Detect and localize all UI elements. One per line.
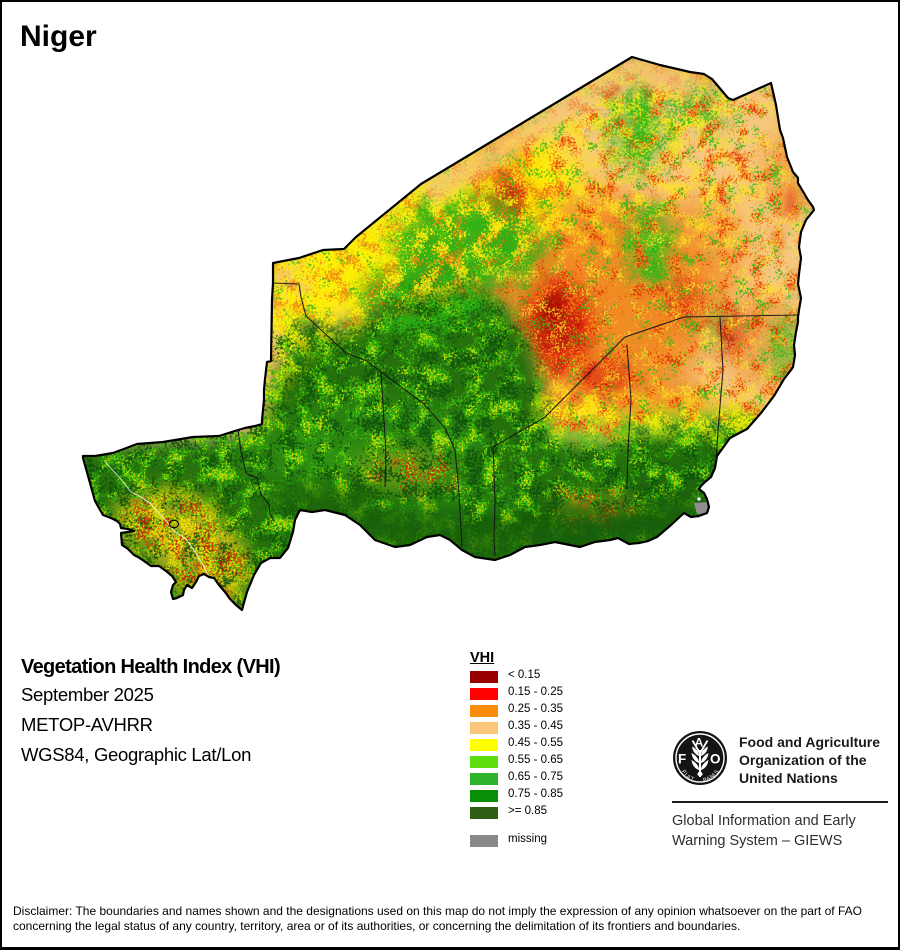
svg-text:F: F [678,752,686,767]
svg-text:N: N [709,773,716,780]
svg-text:F: F [680,769,687,776]
svg-text:O: O [710,752,721,767]
svg-text:I: I [683,772,689,778]
svg-text:I: I [712,772,718,778]
svg-text:S: S [714,769,721,776]
svg-text:T: T [689,776,695,783]
svg-text:A: A [695,736,704,750]
svg-text:A: A [685,774,691,781]
svg-text:P: P [703,777,708,784]
svg-text:A: A [706,776,712,783]
